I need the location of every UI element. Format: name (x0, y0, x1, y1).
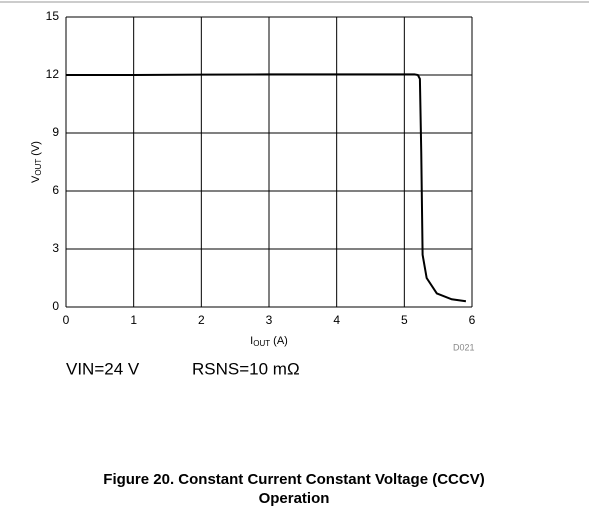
note: VIN=24 V (66, 359, 140, 378)
figure-code: D021 (453, 342, 475, 352)
x-axis-label: IOUT (A) (250, 335, 288, 348)
x-tick-label: 3 (266, 313, 273, 327)
y-tick-label: 0 (52, 299, 59, 313)
caption: Operation (259, 490, 330, 507)
y-tick-label: 9 (52, 125, 59, 139)
caption: Figure 20. Constant Current Constant Vol… (103, 471, 484, 488)
x-tick-label: 4 (333, 313, 340, 327)
x-tick-label: 2 (198, 313, 205, 327)
y-axis-label: VOUT (V) (30, 141, 43, 183)
x-tick-label: 0 (63, 313, 70, 327)
x-tick-label: 6 (469, 313, 476, 327)
y-tick-label: 12 (46, 67, 60, 81)
y-tick-label: 6 (52, 183, 59, 197)
data-line (66, 73, 467, 303)
x-tick-label: 5 (401, 313, 408, 327)
y-tick-label: 3 (52, 241, 59, 255)
y-tick-label: 15 (46, 9, 60, 23)
x-tick-label: 1 (130, 313, 137, 327)
note: RSNS=10 mΩ (192, 359, 300, 378)
